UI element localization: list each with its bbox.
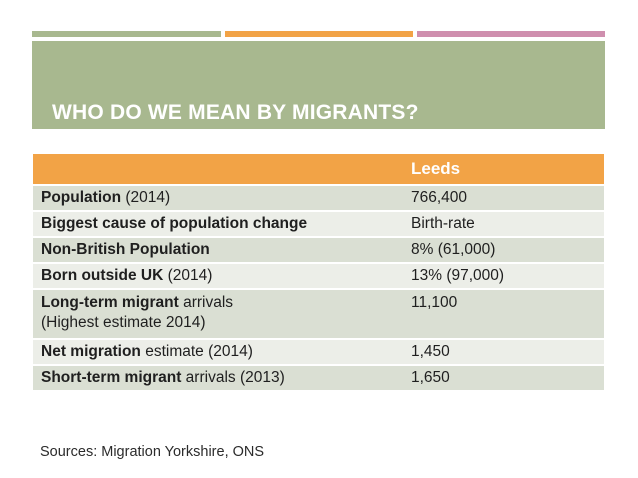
row-value: 766,400 xyxy=(411,189,468,206)
row-label-bold: Short-term migrant xyxy=(41,369,182,386)
row-label: Long-term migrant arrivals (Highest estim… xyxy=(33,290,399,333)
title-banner: WHO DO WE MEAN BY MIGRANTS? xyxy=(32,41,605,129)
row-label-rest: (2014) xyxy=(163,267,213,284)
column-header-leeds: Leeds xyxy=(411,159,461,178)
row-value: Birth-rate xyxy=(411,215,475,232)
row-label: Born outside UK (2014) xyxy=(33,266,399,286)
row-value: 13% (97,000) xyxy=(411,267,505,284)
row-value: 1,650 xyxy=(411,369,450,386)
row-label-rest: (2014) xyxy=(121,189,171,206)
row-label-bold: Born outside UK xyxy=(41,267,164,284)
table-row: Non-British Population 8% (61,000) xyxy=(33,236,604,262)
row-label-bold: Population xyxy=(41,189,122,206)
top-stripe-pink xyxy=(417,31,605,37)
table-row: Population (2014) 766,400 xyxy=(33,184,604,210)
row-label-rest: arrivals (2013) xyxy=(181,369,285,386)
row-value: 11,100 xyxy=(411,294,458,311)
row-label-bold: Non-British Population xyxy=(41,241,210,258)
table-row: Long-term migrant arrivals (Highest estim… xyxy=(33,288,604,338)
table-row: Net migration estimate (2014) 1,450 xyxy=(33,338,604,364)
sources-note: Sources: Migration Yorkshire, ONS xyxy=(40,444,265,460)
row-label-bold: Net migration xyxy=(41,343,141,360)
row-label-line2: (Highest estimate 2014) xyxy=(41,314,206,331)
table-row: Short-term migrant arrivals (2013) 1,650 xyxy=(33,364,604,390)
top-stripe-orange xyxy=(225,31,413,37)
table-row: Born outside UK (2014) 13% (97,000) xyxy=(33,262,604,288)
migration-table: Leeds Population (2014) 766,400 Biggest … xyxy=(33,154,604,390)
row-label: Population (2014) xyxy=(33,188,399,208)
table-row: Biggest cause of population change Birth… xyxy=(33,210,604,236)
row-label-rest: estimate (2014) xyxy=(140,343,253,360)
row-label: Net migration estimate (2014) xyxy=(33,342,399,362)
slide-title: WHO DO WE MEAN BY MIGRANTS? xyxy=(52,101,419,124)
row-label: Non-British Population xyxy=(33,240,399,260)
row-value: 1,450 xyxy=(411,343,450,360)
row-label-bold: Biggest cause of population change xyxy=(41,215,308,232)
row-label-bold: Long-term migrant xyxy=(41,294,179,311)
row-label: Short-term migrant arrivals (2013) xyxy=(33,368,399,388)
table-header-row: Leeds xyxy=(33,154,604,184)
row-value: 8% (61,000) xyxy=(411,241,496,258)
row-label: Biggest cause of population change xyxy=(33,214,399,234)
row-label-rest: arrivals xyxy=(178,294,234,311)
top-stripe-green xyxy=(32,31,221,37)
